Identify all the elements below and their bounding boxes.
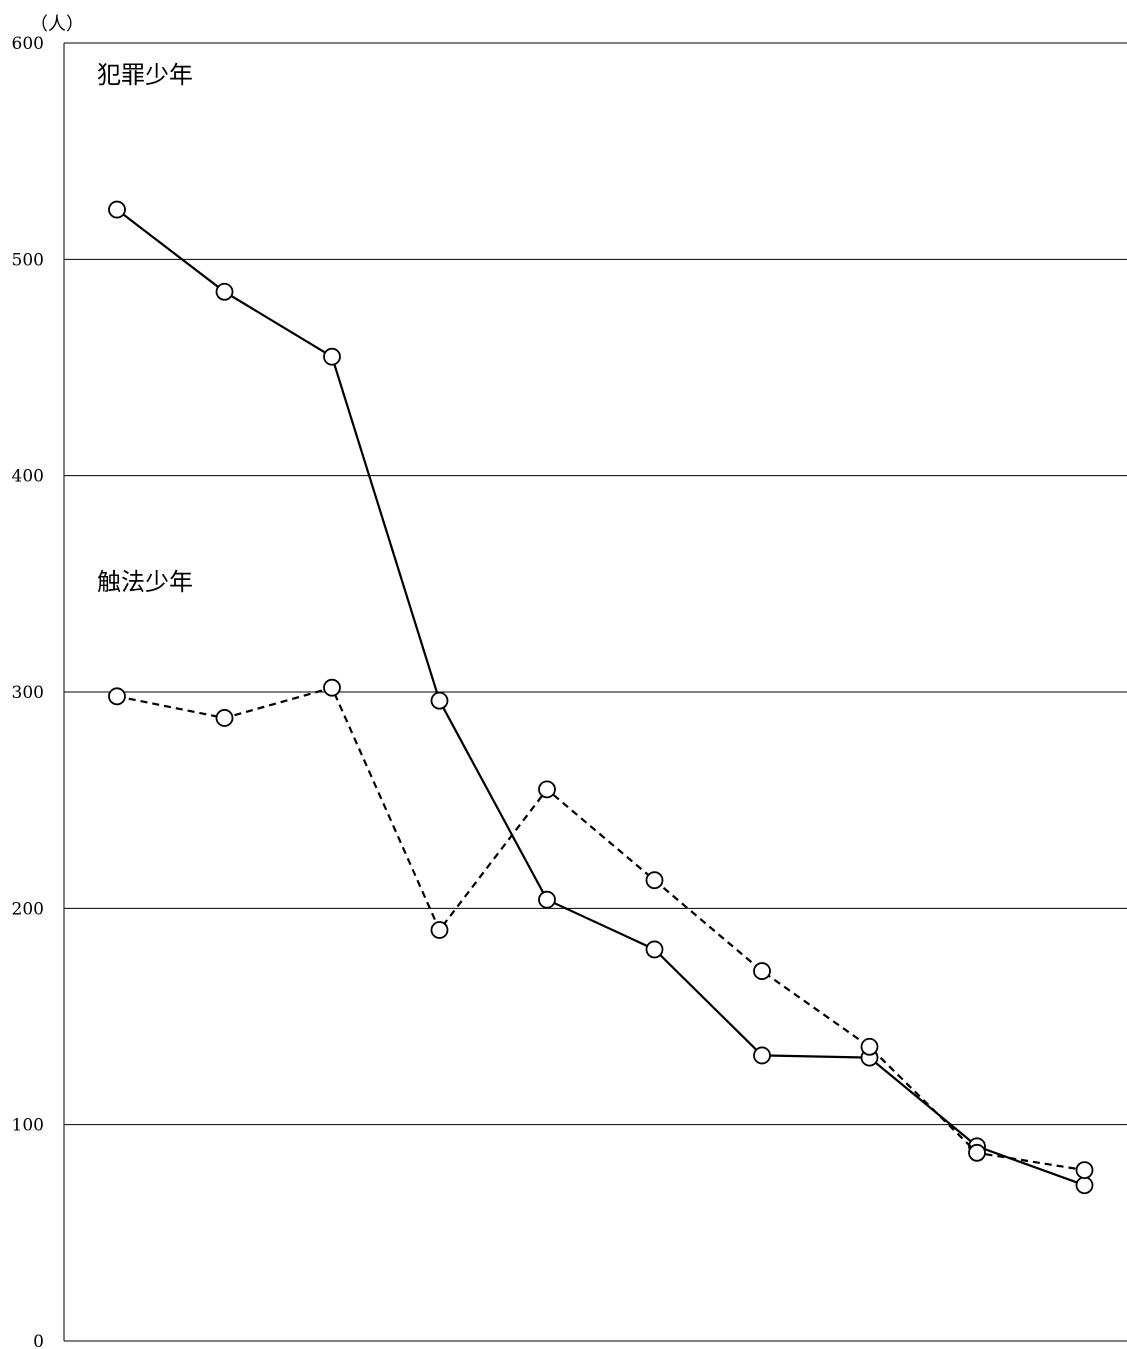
y-tick-label: 400 <box>12 467 44 487</box>
series-line <box>116 686 1085 1172</box>
series-1 <box>108 200 1094 1195</box>
y-tick-label: 100 <box>12 1116 44 1136</box>
y-tick-label: 0 <box>33 1332 44 1349</box>
y-unit-label: （人） <box>30 14 84 35</box>
data-point <box>753 1046 771 1065</box>
data-point <box>1075 1161 1094 1179</box>
data-point <box>323 347 341 366</box>
data-point <box>538 780 556 799</box>
grid-lines <box>64 42 1127 1126</box>
data-point <box>430 691 449 710</box>
series <box>108 200 1094 1195</box>
y-tick-label: 500 <box>12 250 44 270</box>
data-point <box>108 200 126 219</box>
axes <box>63 43 1127 1342</box>
data-point <box>323 678 341 697</box>
data-point <box>430 921 449 939</box>
data-point <box>215 709 234 727</box>
series-2 <box>108 678 1094 1179</box>
data-point <box>645 871 664 890</box>
data-point <box>860 1037 879 1056</box>
data-point <box>645 940 664 959</box>
y-tick-label: 300 <box>12 683 44 703</box>
series-label-law-violating-juveniles: 触法少年 <box>97 568 193 596</box>
y-tick-label: 200 <box>12 899 44 919</box>
data-point <box>968 1143 986 1162</box>
y-tick-label: 600 <box>12 34 44 54</box>
y-tick-labels: 0 100 200 300 400 500 600 <box>12 34 44 1349</box>
series-label-crime-juveniles: 犯罪少年 <box>97 61 193 89</box>
data-point <box>108 687 126 706</box>
series-line <box>116 208 1085 1187</box>
data-point <box>753 962 771 980</box>
data-point <box>215 282 234 301</box>
data-point <box>538 890 556 909</box>
data-point <box>1075 1176 1094 1195</box>
